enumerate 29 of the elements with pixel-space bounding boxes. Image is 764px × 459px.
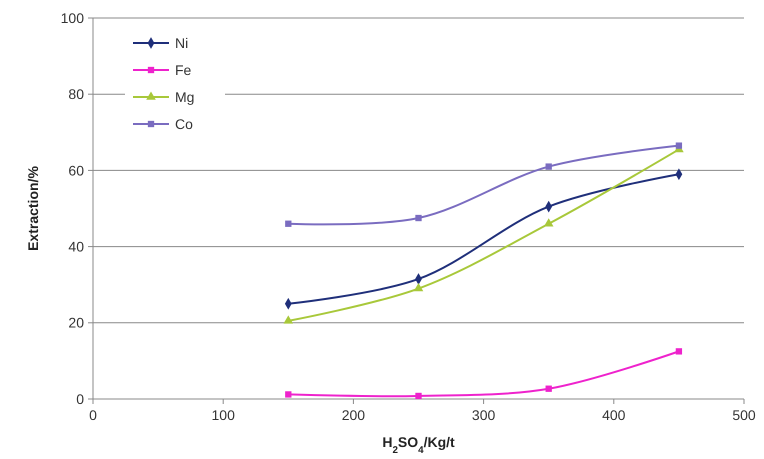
y-axis-title: Extraction/% [25,166,41,251]
legend-label: Ni [175,34,188,51]
y-tick-label: 40 [68,238,84,254]
x-tick-label: 500 [732,407,756,423]
x-tick-label: 100 [212,407,236,423]
y-tick-label: 0 [76,390,84,407]
x-tick-label: 400 [602,407,626,423]
x-tick-label: 200 [342,407,366,423]
x-tick-label: 300 [472,407,496,423]
point [676,142,682,149]
y-tick-label: 80 [68,86,84,102]
y-tick-label: 100 [60,10,84,26]
point [415,392,422,400]
point [546,386,552,392]
point [285,220,292,227]
x-axis-title: H$_{2}$SO$_{4}$/Kg/t [382,434,456,456]
legend-label: Co [175,116,194,132]
point [415,214,422,222]
y-tick-label: 60 [68,162,84,178]
point [544,218,554,227]
legend-label: Fe [175,62,192,78]
point [285,391,292,398]
x-tick-label: 0 [89,407,98,423]
y-tick-label: 20 [68,314,84,331]
point [283,315,294,324]
point [676,348,682,355]
point [414,282,424,292]
legend-label: Mg [175,88,194,105]
point [546,163,552,170]
